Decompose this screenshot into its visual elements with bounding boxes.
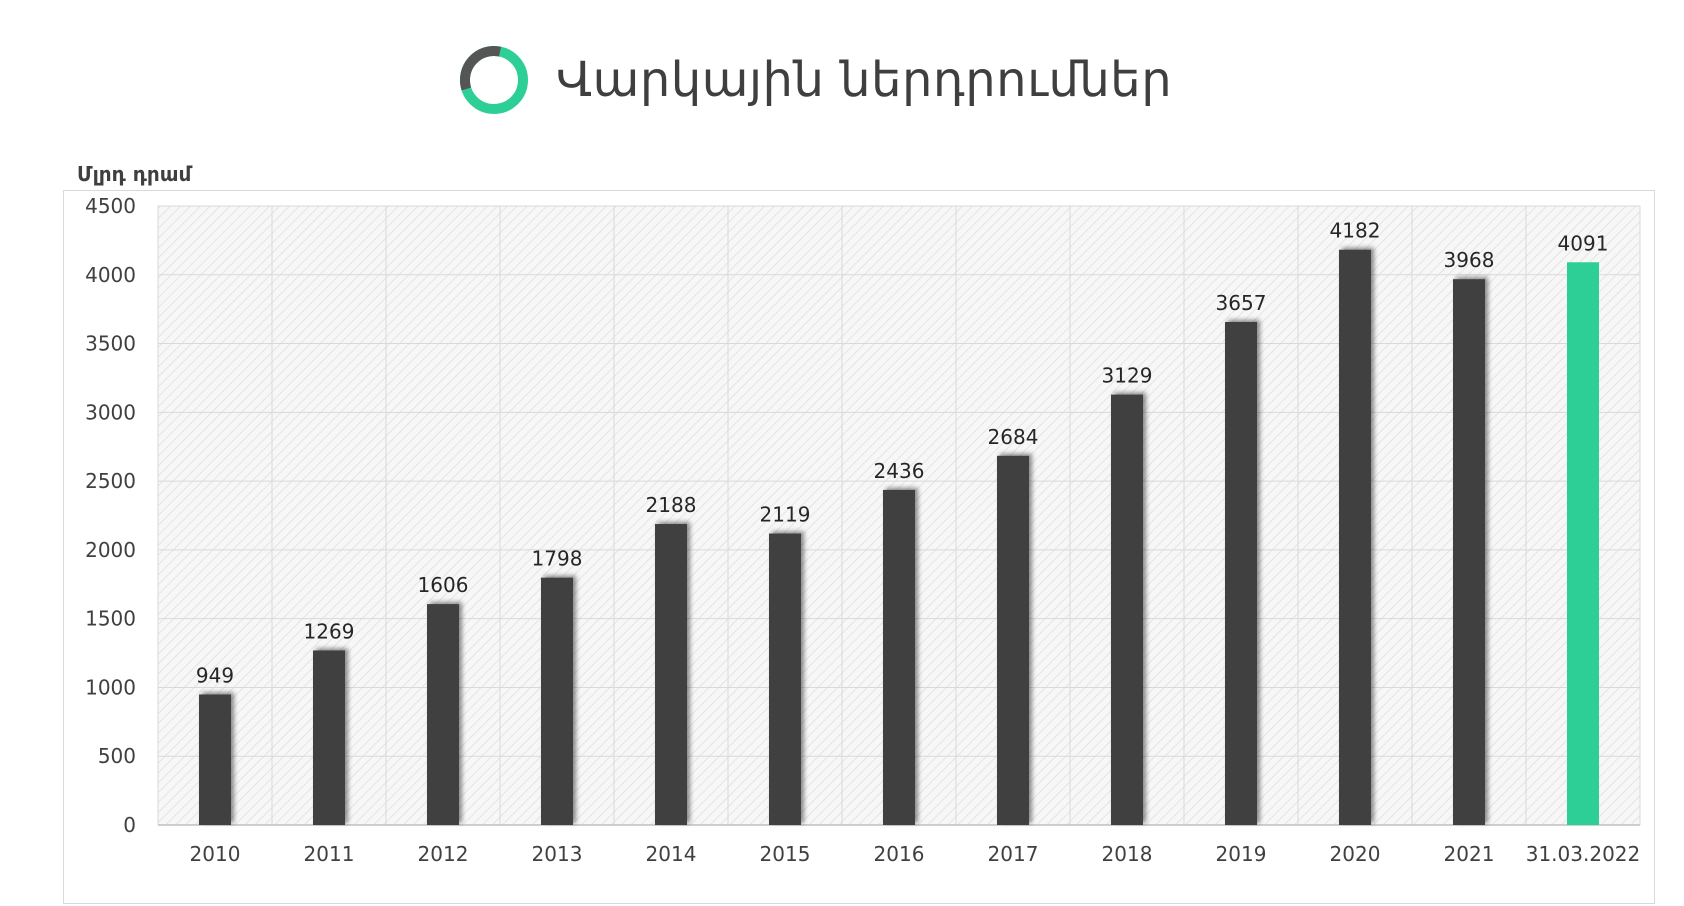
x-tick-label-2021: 2021 [1444,842,1495,866]
bar-2014 [655,524,687,825]
data-labels: 949 1269 1606 1798 2188 2119 2436 2684 3129 3657 4… [196,219,1609,688]
x-tick-label-2018: 2018 [1102,842,1153,866]
data-label-2016: 2436 [874,459,925,483]
data-label-2011: 1269 [304,619,355,643]
bars [199,249,1599,825]
bar-2013 [541,577,573,825]
y-tick-label: 1500 [85,607,136,631]
bar-2021 [1453,279,1485,825]
chart-frame [63,190,1655,904]
y-tick-label: 3500 [85,332,136,356]
data-label-2013: 1798 [532,547,583,571]
bar-2015 [769,533,801,825]
page-header: Վարկային ներդրումներ [458,40,1172,120]
x-tick-label-2019: 2019 [1216,842,1267,866]
x-tick-label-2013: 2013 [532,842,583,866]
x-tick-label-2010: 2010 [190,842,241,866]
y-tick-label: 0 [123,813,136,837]
x-axis-ticks: 2010 2011 2012 2013 2014 2015 2016 2017 2018 2019… [190,842,1641,866]
data-label-2018: 3129 [1102,364,1153,388]
x-tick-label-2020: 2020 [1330,842,1381,866]
y-tick-label: 3000 [85,400,136,424]
data-label-2020: 4182 [1330,219,1381,243]
ring-logo-icon [459,46,528,114]
x-tick-label-2014: 2014 [646,842,697,866]
bar-2018 [1111,394,1143,825]
y-tick-label: 4000 [85,263,136,287]
gridlines [157,205,1641,826]
x-tick-label-2016: 2016 [874,842,925,866]
bar-2016 [883,489,915,825]
x-tick-label-2011: 2011 [304,842,355,866]
y-tick-label: 2500 [85,469,136,493]
page-title: Վարկային ներդրումներ [556,52,1173,108]
bar-2017 [997,455,1029,825]
bar-31.03.2022 [1567,262,1599,825]
data-label-2012: 1606 [418,573,469,597]
data-label-2015: 2119 [760,503,811,527]
data-label-2010: 949 [196,663,234,687]
bar-2011 [313,650,345,825]
bar-2010 [199,694,231,825]
data-label-31.03.2022: 4091 [1558,231,1609,255]
data-label-2014: 2188 [646,493,697,517]
y-tick-label: 2000 [85,538,136,562]
data-label-2017: 2684 [988,425,1039,449]
x-tick-label-2012: 2012 [418,842,469,866]
y-tick-label: 4500 [85,194,136,218]
bar-2019 [1225,321,1257,825]
bar-2012 [427,604,459,825]
x-tick-label-2015: 2015 [760,842,811,866]
y-axis-unit-label: Մլրդ դրամ [77,162,192,186]
y-axis-ticks: 0 500 1000 1500 2000 2500 3000 3500 4000 4500 [85,194,136,837]
data-label-2019: 3657 [1216,291,1267,315]
x-tick-label-31.03.2022: 31.03.2022 [1526,842,1641,866]
data-label-2021: 3968 [1444,248,1495,272]
y-tick-label: 1000 [85,675,136,699]
bar-2020 [1339,249,1371,825]
y-tick-label: 500 [98,744,136,768]
x-tick-label-2017: 2017 [988,842,1039,866]
